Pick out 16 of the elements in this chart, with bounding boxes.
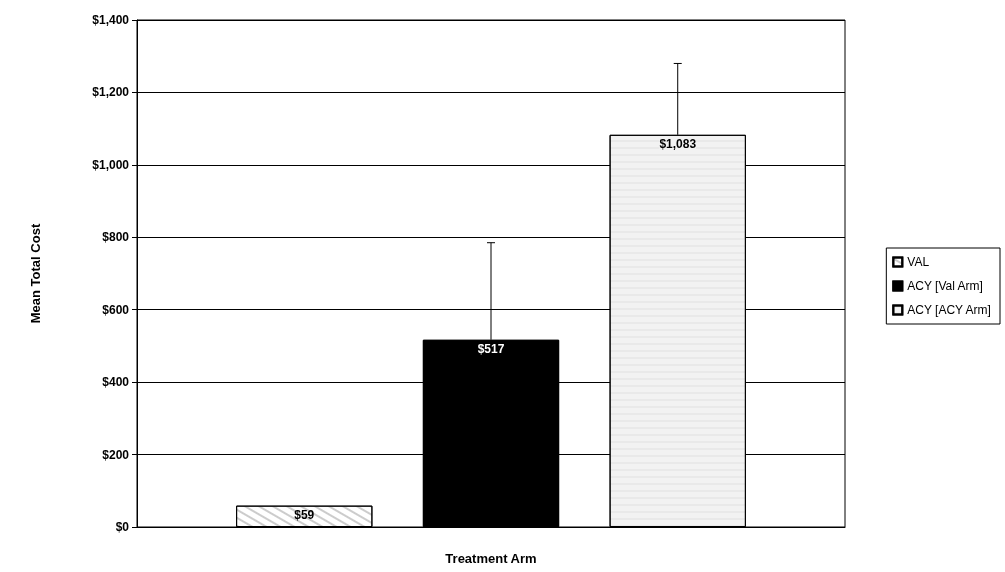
y-tick-label: $1,000 [92,157,130,172]
data-label: $1,083 [659,136,697,151]
y-tick-label: $600 [102,302,130,317]
legend-label: ACY [ACY Arm] [907,303,991,317]
y-tick-label: $800 [102,230,130,245]
x-axis-title: Treatment Arm [445,551,537,566]
data-label: $517 [477,341,505,356]
legend-label: VAL [907,255,930,269]
y-tick-label: $0 [115,520,130,534]
y-tick-label: $200 [102,447,130,462]
y-tick-label: $400 [102,375,130,390]
legend-label: ACY [Val Arm] [907,279,983,293]
y-tick-label: $1,400 [92,13,130,27]
y-axis-title: Mean Total Cost [28,223,43,324]
y-tick-label: $1,200 [92,85,130,100]
data-label: $59 [294,507,315,522]
